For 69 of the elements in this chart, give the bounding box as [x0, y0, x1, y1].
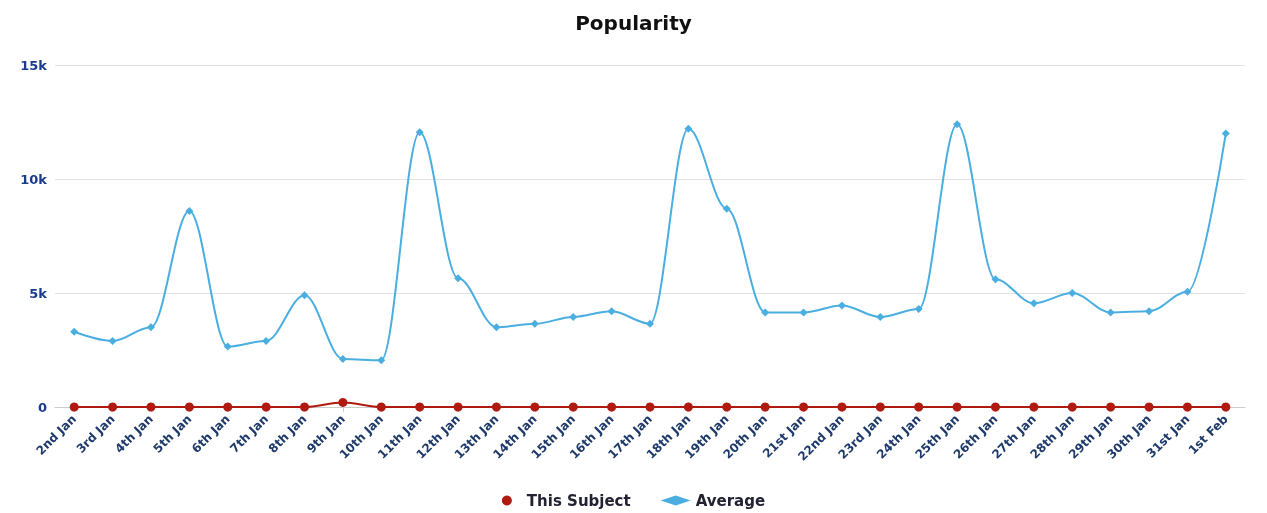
chart-title: Popularity: [575, 11, 692, 35]
point: [338, 355, 347, 364]
point: [1145, 307, 1154, 316]
point: [146, 323, 155, 332]
point: [1106, 402, 1116, 412]
point: [491, 402, 501, 412]
point: [607, 307, 616, 316]
point: [300, 291, 309, 300]
point: [722, 204, 731, 213]
legend-label: This Subject: [526, 491, 631, 510]
point: [1106, 308, 1115, 317]
point: [1067, 402, 1077, 412]
point: [108, 336, 117, 345]
point: [1183, 287, 1192, 296]
point: [1221, 129, 1230, 138]
point: [1221, 402, 1231, 412]
point: [607, 402, 617, 412]
point: [645, 402, 655, 412]
point: [415, 128, 424, 137]
point: [223, 402, 233, 412]
point: [683, 402, 693, 412]
point: [261, 402, 271, 412]
point: [646, 319, 654, 328]
point: [70, 327, 79, 336]
point: [184, 402, 194, 412]
point: [185, 206, 194, 215]
point: [146, 402, 156, 412]
point: [223, 342, 232, 351]
point: [530, 319, 539, 328]
point: [837, 402, 847, 412]
point: [530, 402, 540, 412]
point: [837, 301, 846, 310]
point: [799, 308, 808, 317]
point: [376, 402, 386, 412]
point: [492, 323, 501, 332]
point: [338, 397, 348, 407]
point: [1029, 402, 1039, 412]
point: [69, 402, 79, 412]
point: [262, 336, 271, 345]
point: [875, 402, 885, 412]
point: [991, 275, 1000, 284]
point: [415, 402, 425, 412]
point: [108, 402, 118, 412]
point: [953, 120, 962, 129]
point: [952, 402, 962, 412]
point: [1144, 402, 1154, 412]
point: [569, 312, 578, 321]
point: [876, 312, 885, 321]
point: [377, 356, 386, 365]
point: [990, 402, 1000, 412]
point: [799, 402, 809, 412]
y-tick-label: 0: [37, 399, 47, 415]
point: [761, 308, 770, 317]
point: [1068, 289, 1077, 297]
point: [760, 402, 770, 412]
point: [453, 402, 463, 412]
point: [300, 402, 310, 412]
point: [1182, 402, 1192, 412]
y-tick-label: 10k: [20, 171, 48, 187]
y-tick-label: 15k: [20, 57, 48, 73]
legend-label: Average: [695, 491, 766, 510]
point: [684, 124, 693, 133]
point: [914, 304, 923, 313]
point: [568, 402, 578, 412]
point: [454, 274, 463, 283]
y-tick-label: 5k: [29, 285, 48, 301]
point: [1029, 299, 1038, 308]
point: [914, 402, 924, 412]
point: [722, 402, 732, 412]
